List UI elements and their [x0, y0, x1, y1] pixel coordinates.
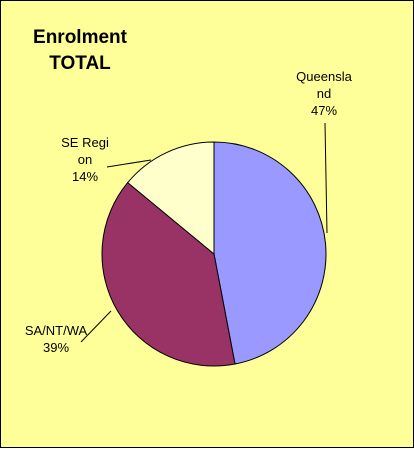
leader-line	[106, 159, 152, 168]
pie-slice	[101, 181, 236, 367]
slice-label: SE Region 14%	[59, 134, 111, 185]
leader-line	[80, 310, 112, 343]
slice-label: Queensland 47%	[293, 68, 355, 119]
pie-slice	[126, 141, 215, 256]
category-label: SE Region	[61, 135, 109, 167]
category-label: Queensland	[296, 69, 352, 101]
category-label: SA/NT/WA	[24, 323, 88, 338]
value-label: 47%	[310, 103, 338, 118]
leader-line	[324, 122, 328, 234]
slice-label: SA/NT/WA 39%	[23, 322, 89, 356]
pie-slice	[213, 141, 327, 365]
value-label: 14%	[71, 169, 99, 184]
chart-title: Enrolment TOTAL	[33, 27, 127, 74]
value-label: 39%	[42, 340, 70, 355]
